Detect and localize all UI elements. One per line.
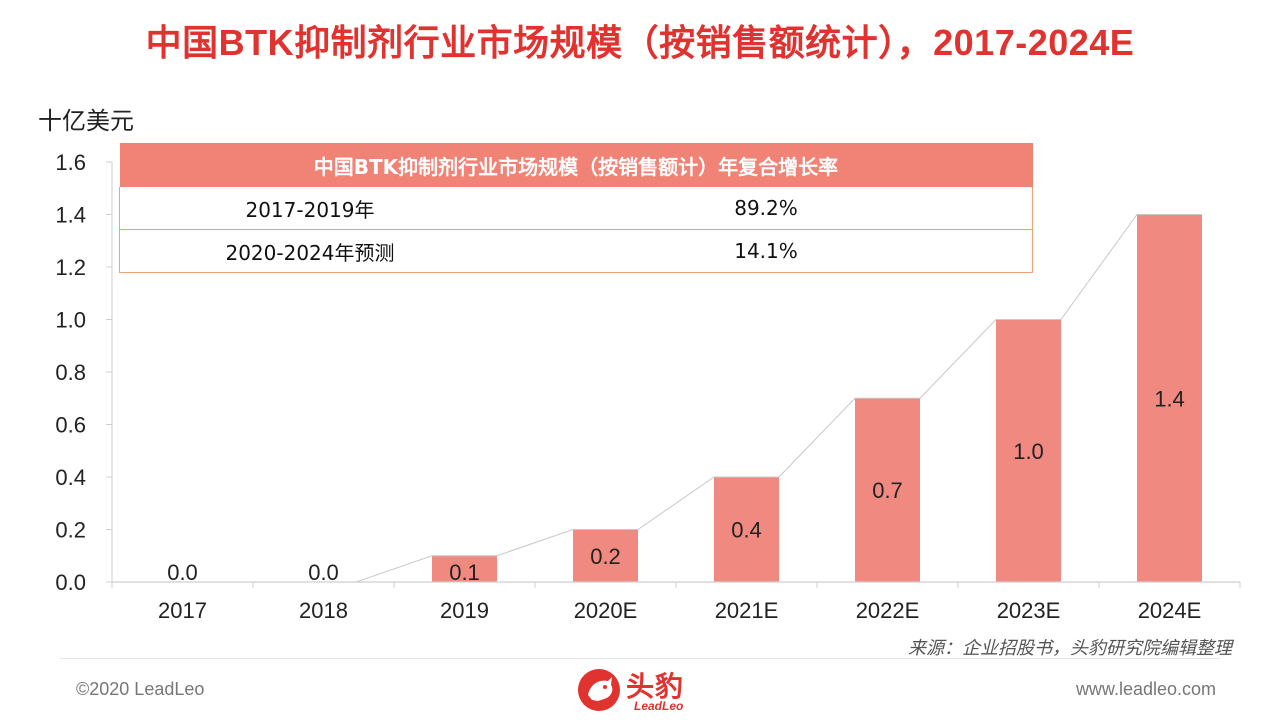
- page-title: 中国BTK抑制剂行业市场规模（按销售额统计），2017-2024E: [145, 22, 1135, 63]
- cagr-table-header: 中国BTK抑制剂行业市场规模（按销售额计）年复合增长率: [119, 143, 1033, 187]
- y-tick-label: 0.8: [55, 360, 86, 385]
- data-label: 0.4: [731, 518, 762, 543]
- cagr-period: 2017-2019年: [119, 187, 500, 230]
- x-tick-label: 2024E: [1138, 598, 1202, 623]
- y-axis-unit: 十亿美元: [38, 107, 134, 135]
- bar: [996, 319, 1061, 582]
- bar: [855, 398, 920, 582]
- y-tick-label: 0.6: [55, 413, 86, 438]
- bar: [573, 529, 638, 582]
- cagr-table-row: 2017-2019年 89.2%: [119, 187, 1033, 230]
- trend-line: [215, 214, 1202, 583]
- copyright: ©2020 LeadLeo: [76, 679, 205, 699]
- y-tick-label: 1.2: [55, 255, 86, 280]
- x-tick-label: 2023E: [997, 598, 1061, 623]
- cagr-table: 中国BTK抑制剂行业市场规模（按销售额计）年复合增长率 2017-2019年 8…: [119, 143, 1033, 273]
- y-tick-label: 0.2: [55, 518, 86, 543]
- x-tick-label: 2019: [440, 598, 489, 623]
- y-tick-label: 1.0: [55, 308, 86, 333]
- leopard-icon: [578, 669, 620, 711]
- footer-divider: [60, 658, 1220, 659]
- cagr-value: 89.2%: [500, 187, 1033, 230]
- x-tick-label: 2020E: [574, 598, 638, 623]
- source-note: 来源：企业招股书，头豹研究院编辑整理: [908, 638, 1232, 659]
- cagr-table-row: 2020-2024年预测 14.1%: [119, 229, 1033, 273]
- x-tick-label: 2021E: [715, 598, 779, 623]
- bar: [714, 477, 779, 582]
- cagr-value: 14.1%: [500, 229, 1033, 273]
- x-tick-label: 2018: [299, 598, 348, 623]
- y-tick-label: 1.6: [55, 150, 86, 175]
- data-label: 1.4: [1154, 386, 1185, 411]
- data-label: 0.2: [590, 544, 621, 569]
- data-label: 0.1: [449, 560, 480, 585]
- data-label: 0.0: [167, 560, 198, 585]
- bar: [1137, 214, 1202, 582]
- leadleo-logo: 头豹 LeadLeo: [576, 663, 716, 717]
- y-tick-label: 0.4: [55, 465, 86, 490]
- logo-text-cn: 头豹: [626, 670, 685, 703]
- y-tick-label: 0.0: [55, 570, 86, 595]
- data-label: 0.7: [872, 478, 903, 503]
- website-link[interactable]: www.leadleo.com: [1075, 679, 1216, 699]
- bar: [432, 555, 497, 582]
- x-tick-label: 2017: [158, 598, 207, 623]
- cagr-period: 2020-2024年预测: [119, 229, 500, 273]
- x-tick-label: 2022E: [856, 598, 920, 623]
- y-tick-label: 1.4: [55, 203, 86, 228]
- data-label: 0.0: [308, 560, 339, 585]
- data-label: 1.0: [1013, 439, 1044, 464]
- logo-text-en: LeadLeo: [634, 699, 684, 713]
